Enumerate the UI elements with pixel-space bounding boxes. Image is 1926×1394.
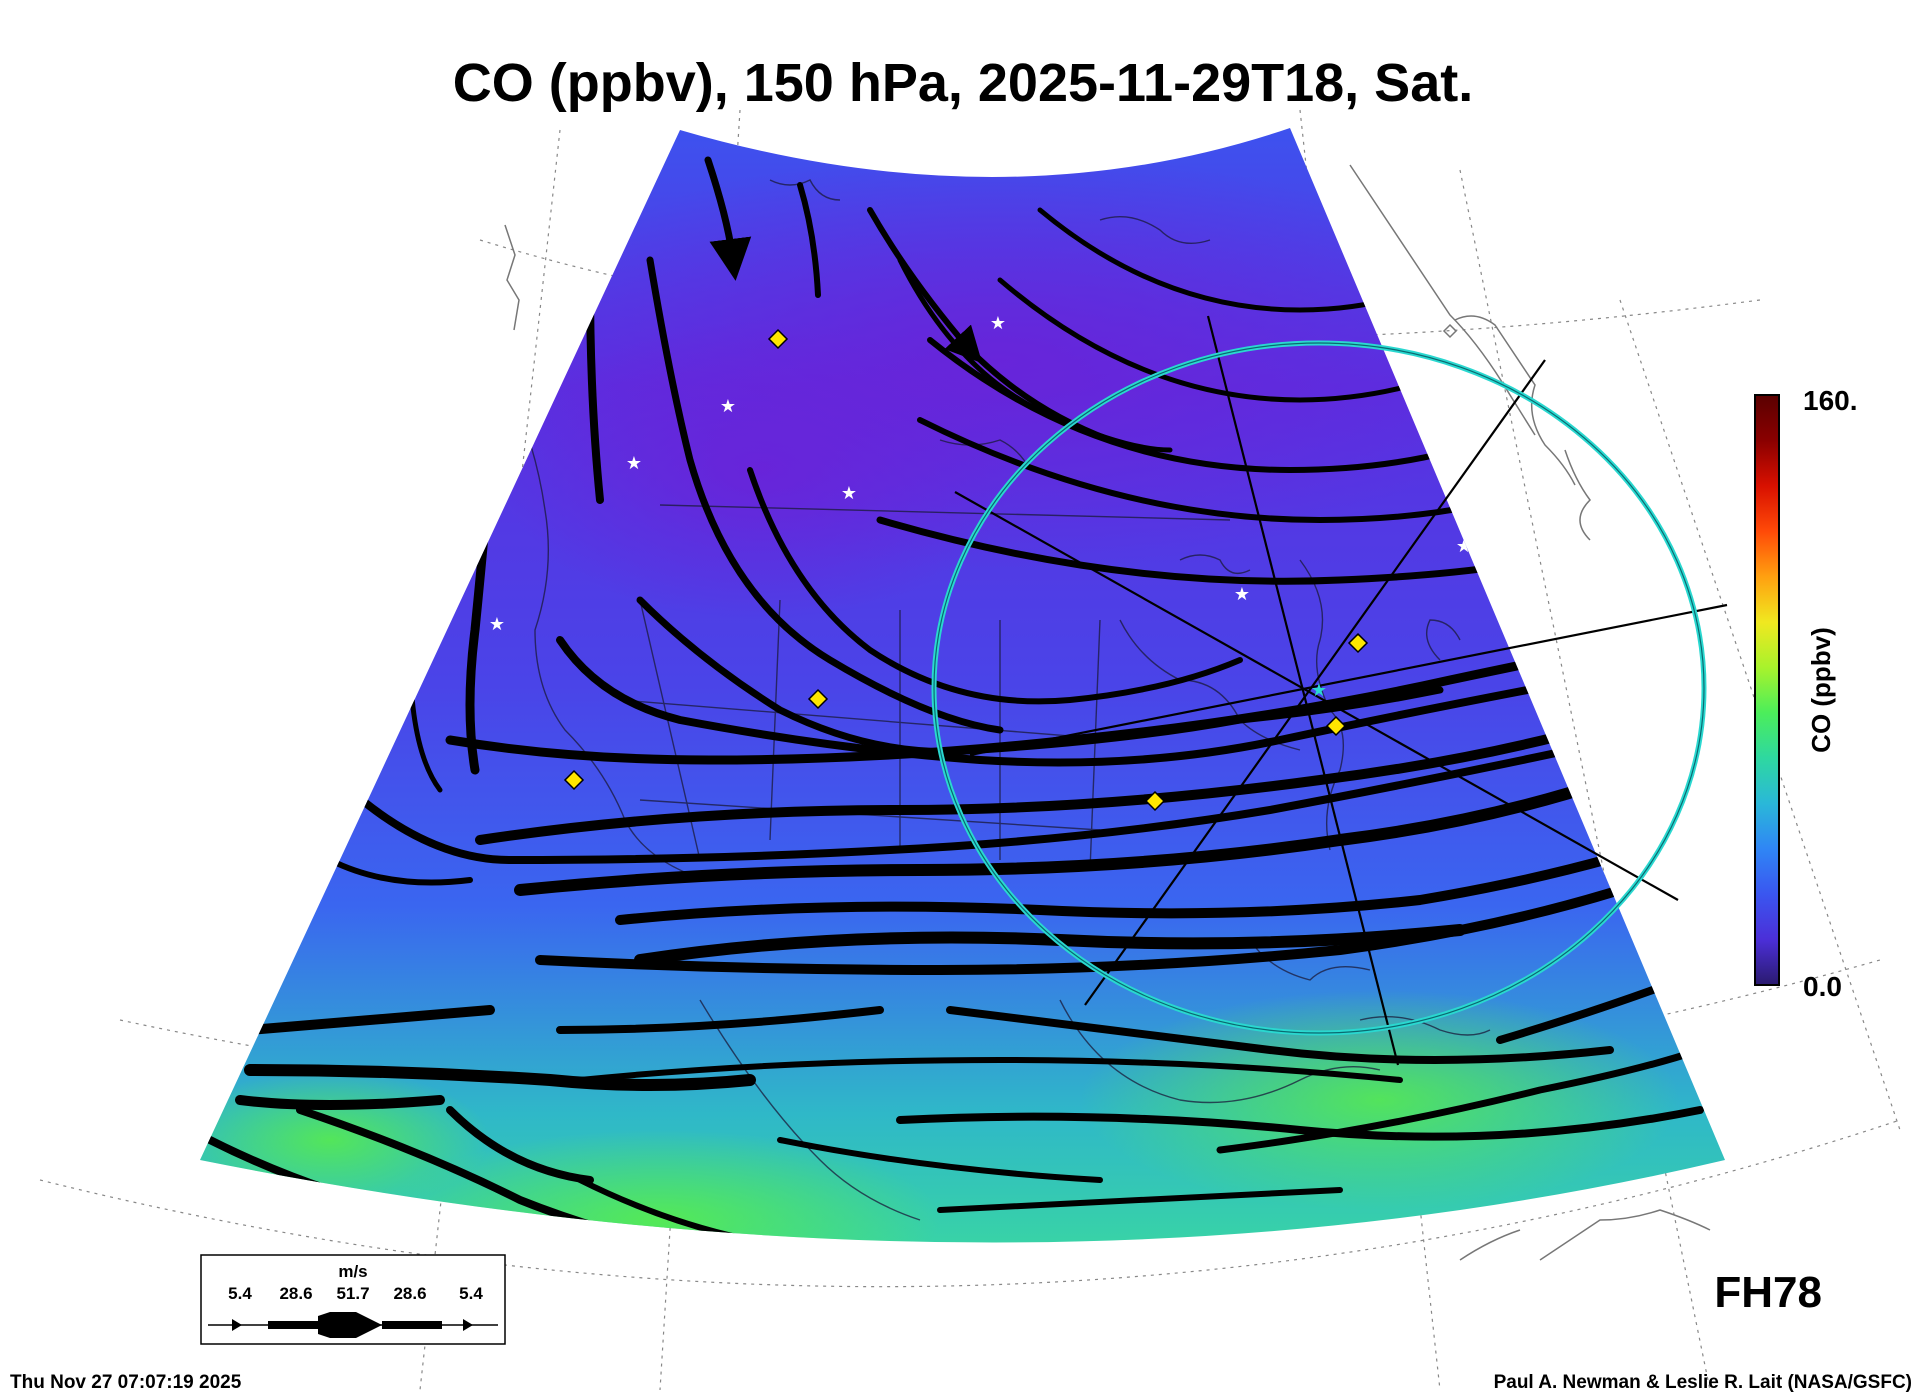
star-marker: ★ — [1456, 536, 1472, 557]
forecast-hour-label: FH78 — [1714, 1268, 1822, 1317]
wind-legend: m/s 5.4 28.6 51.7 28.6 5.4 — [200, 1254, 506, 1345]
star-marker: ★ — [720, 396, 736, 417]
wind-legend-arrow — [382, 1321, 442, 1329]
cross-lines — [954, 315, 1728, 1066]
wind-legend-arrow — [268, 1321, 318, 1329]
wind-legend-speed: 5.4 — [228, 1284, 252, 1303]
site-diamond — [807, 688, 829, 710]
colorbar: 160. 0.0 CO (ppbv) — [1754, 385, 1858, 1002]
wind-legend-unit: m/s — [338, 1262, 367, 1281]
wind-legend-speed: 5.4 — [459, 1284, 483, 1303]
generation-timestamp: Thu Nov 27 07:07:19 2025 — [10, 1372, 242, 1393]
wind-legend-speed: 51.7 — [336, 1284, 369, 1303]
star-marker: ★ — [1234, 584, 1250, 605]
star-marker: ★ — [626, 453, 642, 474]
target-overlay: ★ — [931, 315, 1728, 1066]
site-diamond — [1325, 715, 1347, 737]
author-credits: Paul A. Newman & Leslie R. Lait (NASA/GS… — [1493, 1372, 1912, 1393]
wind-legend-arrow — [232, 1319, 242, 1331]
site-diamond — [1144, 790, 1166, 812]
wind-legend-arrow — [318, 1312, 382, 1338]
wind-legend-speed: 28.6 — [279, 1284, 312, 1303]
map-title: CO (ppbv), 150 hPa, 2025-11-29T18, Sat. — [452, 53, 1474, 113]
star-marker: ★ — [990, 313, 1006, 334]
site-markers — [563, 328, 1369, 812]
co-field-sector: ★ ★ ★ ★ ★ ★ ★ — [200, 128, 1725, 1243]
site-diamond — [563, 769, 585, 791]
star-markers: ★ ★ ★ ★ ★ ★ ★ — [489, 313, 1472, 635]
site-diamond — [767, 328, 789, 350]
colorbar-title: CO (ppbv) — [1806, 627, 1836, 753]
wind-streamlines — [206, 156, 1725, 1243]
wind-legend-arrow — [463, 1319, 473, 1331]
site-diamond — [1347, 632, 1369, 654]
star-marker: ★ — [841, 483, 857, 504]
target-center-star: ★ — [1311, 680, 1327, 701]
wind-legend-speed: 28.6 — [393, 1284, 426, 1303]
outer-coastlines — [504, 164, 1711, 1261]
colorbar-min-label: 0.0 — [1803, 971, 1842, 1002]
colorbar-gradient — [1754, 394, 1780, 986]
colorbar-max-label: 160. — [1803, 385, 1858, 416]
star-marker: ★ — [489, 614, 505, 635]
